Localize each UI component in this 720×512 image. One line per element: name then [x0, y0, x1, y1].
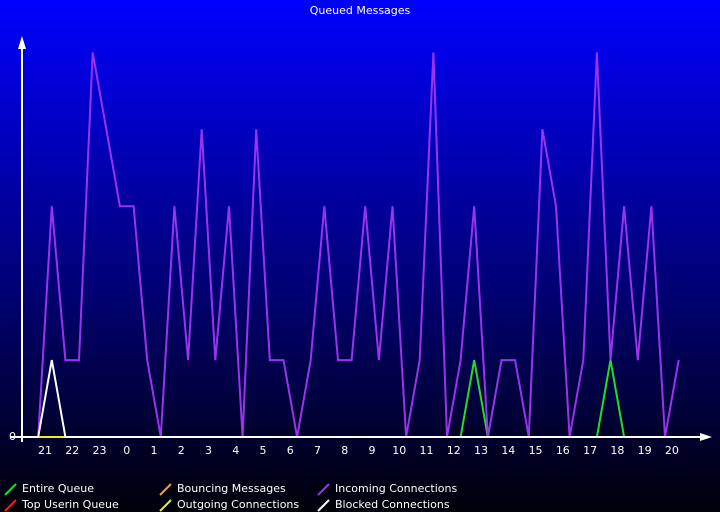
series-line: [37, 52, 680, 438]
y-axis-arrow: [18, 36, 26, 49]
legend-label: Entire Queue: [22, 482, 94, 495]
x-tick-label: 13: [474, 444, 488, 457]
x-tick-label: 1: [151, 444, 158, 457]
x-tick-label: 16: [556, 444, 570, 457]
x-tick-label: 3: [205, 444, 212, 457]
x-tick-label: 21: [38, 444, 52, 457]
x-tick-label: 12: [447, 444, 461, 457]
legend-swatch: [4, 499, 17, 512]
x-tick-label: 15: [529, 444, 543, 457]
legend-swatch: [159, 483, 172, 496]
x-axis-arrow: [700, 433, 712, 441]
x-tick-label: 11: [420, 444, 434, 457]
x-tick-label: 14: [501, 444, 515, 457]
legend-label: Bouncing Messages: [177, 482, 286, 495]
legend-swatch: [4, 483, 17, 496]
x-tick-label: 6: [287, 444, 294, 457]
x-tick-label: 2: [178, 444, 185, 457]
legend-label: Blocked Connections: [335, 498, 450, 511]
x-tick-label: 18: [610, 444, 624, 457]
x-tick-label: 4: [232, 444, 239, 457]
x-tick-label: 22: [65, 444, 79, 457]
legend-label: Incoming Connections: [335, 482, 457, 495]
x-tick-label: 8: [341, 444, 348, 457]
legend-label: Outgoing Connections: [177, 498, 299, 511]
legend-swatch: [159, 499, 172, 512]
x-tick-label: 9: [369, 444, 376, 457]
y-tick-label: 0: [9, 430, 16, 443]
legend-label: Top Userin Queue: [21, 498, 119, 511]
x-tick-label: 20: [665, 444, 679, 457]
x-tick-label: 10: [392, 444, 406, 457]
x-tick-label: 19: [638, 444, 652, 457]
legend-swatch: [317, 499, 330, 512]
x-tick-label: 0: [123, 444, 130, 457]
chart-title: Queued Messages: [310, 4, 411, 17]
x-tick-label: 23: [92, 444, 106, 457]
legend-swatch: [317, 483, 330, 496]
x-tick-label: 17: [583, 444, 597, 457]
series-line: [37, 359, 679, 438]
x-tick-label: 5: [260, 444, 267, 457]
x-tick-label: 7: [314, 444, 321, 457]
